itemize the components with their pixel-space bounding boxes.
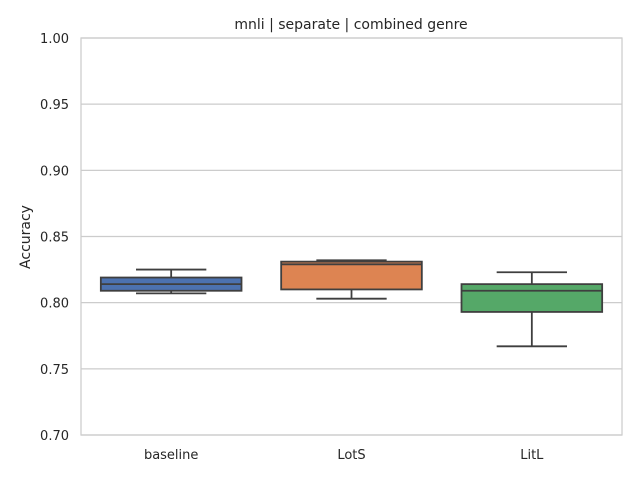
y-tick-label: 0.90 bbox=[40, 164, 69, 179]
plot-frame bbox=[80, 37, 623, 436]
box-LotS bbox=[280, 259, 423, 300]
box-LitL bbox=[460, 271, 604, 348]
y-tick-label: 1.00 bbox=[40, 32, 69, 47]
boxes bbox=[99, 259, 604, 348]
iqr-box bbox=[460, 283, 604, 313]
y-tick-label: 0.70 bbox=[40, 429, 69, 444]
chart-title: mnli | separate | combined genre bbox=[234, 17, 467, 33]
x-tick-labels: baseline LotS LitL bbox=[144, 448, 544, 463]
y-tick-labels: 0.70 0.75 0.80 0.85 0.90 0.95 1.00 bbox=[40, 32, 69, 444]
x-tick-label: LotS bbox=[337, 448, 365, 463]
y-tick-label: 0.75 bbox=[40, 363, 69, 378]
box-baseline bbox=[99, 268, 243, 295]
y-tick-label: 0.85 bbox=[40, 231, 69, 246]
y-tick-label: 0.80 bbox=[40, 297, 69, 312]
x-tick-label: baseline bbox=[144, 448, 198, 463]
x-tick-label: LitL bbox=[520, 448, 544, 463]
y-axis-label: Accuracy bbox=[18, 205, 34, 269]
iqr-box bbox=[280, 260, 423, 291]
y-tick-label: 0.95 bbox=[40, 98, 69, 113]
